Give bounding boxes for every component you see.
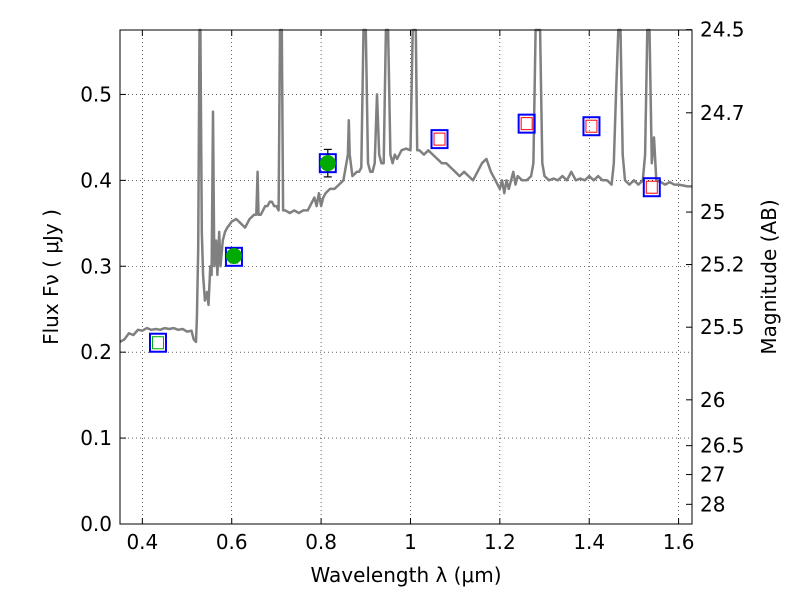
- observed-limit-marker: [520, 117, 533, 131]
- y2-tick-label: 24.7: [700, 101, 745, 125]
- y2-axis-label: Magnitude (AB): [757, 199, 781, 354]
- y2-tick-label: 27: [700, 463, 725, 487]
- observed-detection-marker: [225, 247, 242, 264]
- model-photometry-marker: [224, 246, 243, 267]
- model-photometry-marker: [430, 129, 449, 150]
- model-photometry-marker: [642, 177, 661, 198]
- observed-limit-marker: [645, 180, 658, 194]
- observed-detection-marker: [319, 155, 336, 172]
- observed-limit-marker: [433, 132, 446, 146]
- y-tick-label: 0.4: [80, 168, 112, 192]
- y-tick-label: 0.1: [80, 426, 112, 450]
- x-tick-label: 0.8: [305, 530, 337, 554]
- x-tick-label: 0.4: [126, 530, 158, 554]
- model-photometry-marker: [517, 113, 536, 134]
- y-tick-label: 0.0: [80, 512, 112, 536]
- y2-tick-label: 24.5: [700, 18, 745, 42]
- x-axis-label: Wavelength λ (μm): [310, 563, 501, 587]
- x-tick-label: 1.6: [663, 530, 695, 554]
- model-photometry-marker: [148, 332, 167, 353]
- grid: [120, 30, 692, 524]
- spectrum-line: [119, 28, 692, 344]
- model-photometry-marker: [582, 116, 601, 137]
- axis-ticks: 0.4 0.6 0.8 1 1.2 1.4 1.6 0.0 0.1 0.2 0.3 0.4 0.5 24.…: [80, 18, 744, 554]
- y2-tick-label: 25.2: [700, 253, 745, 277]
- y2-tick-label: 25.5: [700, 315, 745, 339]
- plot-frame: [119, 29, 693, 525]
- y-tick-label: 0.2: [80, 340, 112, 364]
- x-tick-label: 1.4: [573, 530, 605, 554]
- data-markers: [148, 113, 661, 353]
- y2-tick-label: 26: [700, 388, 725, 412]
- y2-tick-label: 26.5: [700, 434, 745, 458]
- y-axis-label: Flux Fν ( μJy ): [39, 209, 63, 345]
- y-tick-label: 0.3: [80, 254, 112, 278]
- observed-limit-marker: [585, 119, 598, 133]
- observed-limit-marker: [151, 336, 164, 350]
- x-tick-label: 1: [404, 530, 417, 554]
- y2-tick-label: 25: [700, 200, 725, 224]
- y2-tick-label: 28: [700, 492, 725, 516]
- x-tick-label: 0.6: [216, 530, 248, 554]
- x-tick-label: 1.2: [484, 530, 516, 554]
- y-tick-label: 0.5: [80, 82, 112, 106]
- data-series: [119, 28, 692, 344]
